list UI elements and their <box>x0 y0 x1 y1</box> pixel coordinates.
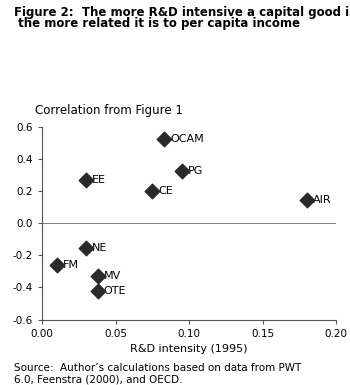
Text: Source:  Author’s calculations based on data from PWT
6.0, Feenstra (2000), and : Source: Author’s calculations based on d… <box>14 363 301 385</box>
Point <box>161 136 167 142</box>
Point <box>304 197 309 203</box>
Text: the more related it is to per capita income: the more related it is to per capita inc… <box>14 17 300 30</box>
Point <box>83 177 89 183</box>
Text: OCAM: OCAM <box>170 134 204 144</box>
Point <box>179 168 184 174</box>
Text: MV: MV <box>104 271 121 281</box>
Point <box>149 188 155 194</box>
Text: PG: PG <box>188 166 203 176</box>
Text: OTE: OTE <box>104 286 126 296</box>
Text: NE: NE <box>92 243 107 253</box>
Point <box>83 245 89 251</box>
Point <box>54 262 60 268</box>
Text: FM: FM <box>63 260 79 270</box>
Text: Figure 2:  The more R&D intensive a capital good is,: Figure 2: The more R&D intensive a capit… <box>14 6 350 19</box>
Point <box>95 273 101 280</box>
X-axis label: R&D intensity (1995): R&D intensity (1995) <box>130 344 248 354</box>
Point <box>95 288 101 294</box>
Text: CE: CE <box>158 186 173 196</box>
Text: AIR: AIR <box>313 195 331 205</box>
Text: EE: EE <box>92 175 106 185</box>
Text: Correlation from Figure 1: Correlation from Figure 1 <box>35 104 183 117</box>
